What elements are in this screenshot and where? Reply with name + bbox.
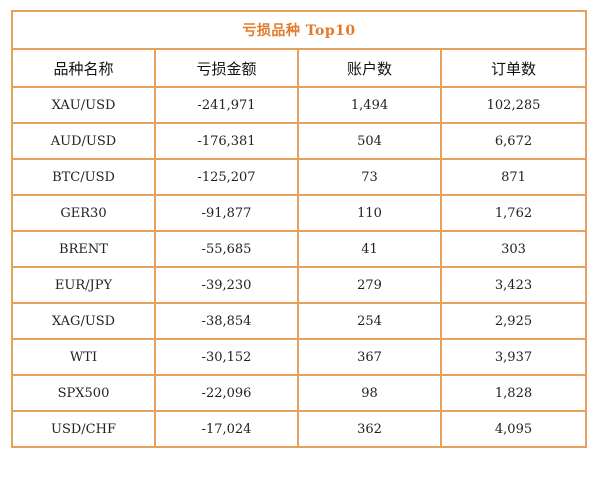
cell-instrument: GER30 (11, 194, 156, 232)
cell-account-count: 279 (297, 266, 442, 304)
cell-loss-amount: -30,152 (154, 338, 299, 376)
table-row: EUR/JPY -39,230 279 3,423 (11, 266, 588, 304)
cell-account-count: 362 (297, 410, 442, 448)
column-header-loss-amount: 亏损金额 (154, 48, 299, 88)
cell-loss-amount: -241,971 (154, 86, 299, 124)
cell-order-count: 1,762 (439, 194, 588, 232)
table-title: 亏损品种 Top10 (10, 10, 588, 50)
cell-loss-amount: -55,685 (154, 230, 299, 268)
cell-instrument: EUR/JPY (11, 266, 156, 304)
cell-order-count: 871 (439, 158, 588, 196)
cell-order-count: 3,423 (439, 266, 588, 304)
cell-account-count: 73 (297, 158, 442, 196)
table-row: WTI -30,152 367 3,937 (11, 338, 588, 376)
cell-loss-amount: -22,096 (154, 374, 299, 412)
cell-account-count: 41 (297, 230, 442, 268)
cell-instrument: WTI (11, 338, 156, 376)
cell-order-count: 6,672 (439, 122, 588, 160)
cell-order-count: 1,828 (439, 374, 588, 412)
cell-instrument: BRENT (11, 230, 156, 268)
cell-account-count: 98 (297, 374, 442, 412)
cell-loss-amount: -39,230 (154, 266, 299, 304)
cell-loss-amount: -38,854 (154, 302, 299, 340)
cell-instrument: SPX500 (11, 374, 156, 412)
cell-order-count: 102,285 (439, 86, 588, 124)
cell-loss-amount: -17,024 (154, 410, 299, 448)
table-row: AUD/USD -176,381 504 6,672 (11, 122, 588, 160)
cell-account-count: 1,494 (297, 86, 442, 124)
cell-loss-amount: -91,877 (154, 194, 299, 232)
table-row: BTC/USD -125,207 73 871 (11, 158, 588, 196)
cell-account-count: 110 (297, 194, 442, 232)
table-row: GER30 -91,877 110 1,762 (11, 194, 588, 232)
cell-instrument: AUD/USD (11, 122, 156, 160)
cell-instrument: XAU/USD (11, 86, 156, 124)
cell-loss-amount: -176,381 (154, 122, 299, 160)
table-row: BRENT -55,685 41 303 (11, 230, 588, 268)
loss-instruments-table: 亏损品种 Top10 品种名称 亏损金额 账户数 订单数 XAU/USD -24… (10, 10, 588, 448)
table-row: XAG/USD -38,854 254 2,925 (11, 302, 588, 340)
cell-account-count: 254 (297, 302, 442, 340)
cell-order-count: 303 (439, 230, 588, 268)
loss-table-container: 亏损品种 Top10 品种名称 亏损金额 账户数 订单数 XAU/USD -24… (10, 10, 588, 448)
cell-order-count: 4,095 (439, 410, 588, 448)
table-row: XAU/USD -241,971 1,494 102,285 (11, 86, 588, 124)
cell-account-count: 504 (297, 122, 442, 160)
cell-account-count: 367 (297, 338, 442, 376)
cell-instrument: XAG/USD (11, 302, 156, 340)
header-row: 品种名称 亏损金额 账户数 订单数 (11, 48, 588, 88)
cell-order-count: 2,925 (439, 302, 588, 340)
table-row: USD/CHF -17,024 362 4,095 (11, 410, 588, 448)
cell-instrument: USD/CHF (11, 410, 156, 448)
column-header-instrument: 品种名称 (11, 48, 156, 88)
cell-loss-amount: -125,207 (154, 158, 299, 196)
column-header-account-count: 账户数 (297, 48, 442, 88)
table-row: SPX500 -22,096 98 1,828 (11, 374, 588, 412)
column-header-order-count: 订单数 (439, 48, 588, 88)
cell-instrument: BTC/USD (11, 158, 156, 196)
cell-order-count: 3,937 (439, 338, 588, 376)
